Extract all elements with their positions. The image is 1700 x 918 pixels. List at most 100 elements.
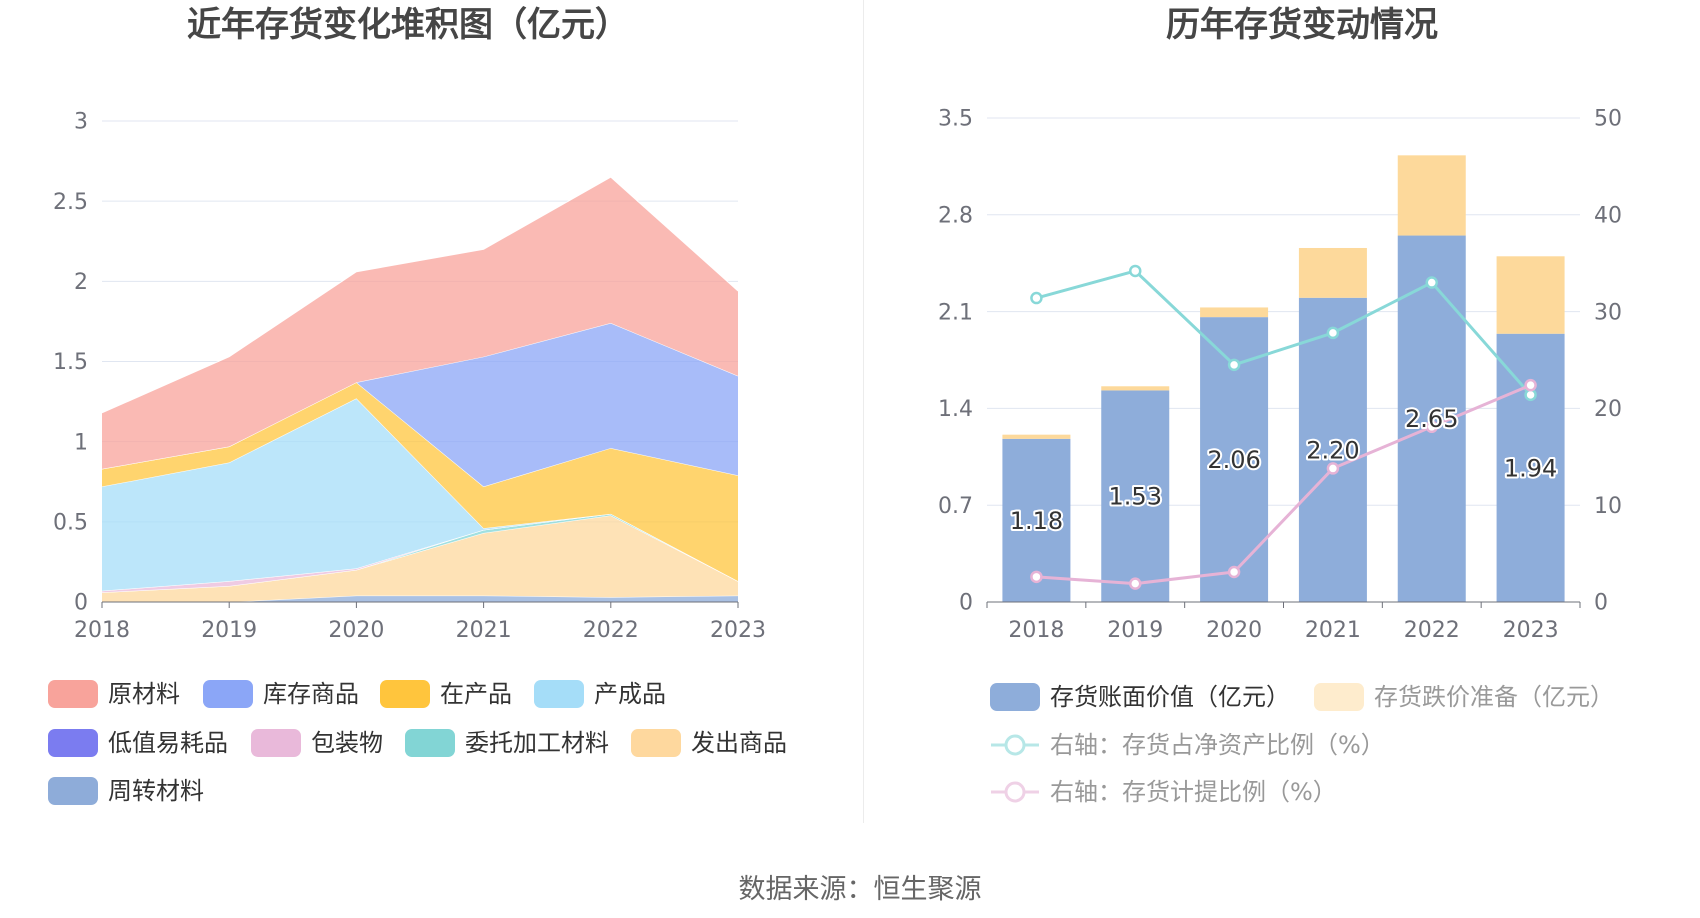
y-tick-label: 3	[74, 110, 88, 135]
area-series-0	[102, 177, 738, 469]
legend-swatch	[203, 680, 253, 708]
y-right-tick-label: 20	[1594, 397, 1622, 422]
right-chart-title: 历年存货变动情况	[1166, 5, 1438, 45]
legend-label: 周转材料	[108, 777, 204, 805]
x-tick-label: 2019	[201, 618, 257, 643]
x-tick-label: 2020	[328, 618, 384, 643]
legend-item[interactable]: 原材料	[48, 679, 180, 709]
legend-item[interactable]: 委托加工材料	[405, 728, 609, 758]
legend-item[interactable]: 存货跌价准备（亿元）	[1314, 682, 1614, 712]
y-right-tick-label: 40	[1594, 204, 1622, 229]
legend-swatch	[405, 729, 455, 757]
data-label: 1.53	[1109, 483, 1162, 511]
bar-series-1	[1397, 155, 1466, 236]
legend-swatch	[990, 683, 1040, 711]
bar-series-1	[1002, 434, 1071, 439]
panel-divider	[863, 0, 864, 823]
right-lines	[1030, 264, 1537, 590]
y-right-tick-label: 50	[1594, 107, 1622, 132]
legend-item[interactable]: 库存商品	[203, 679, 359, 709]
y-tick-label: 1.5	[53, 350, 88, 375]
x-tick-label: 2018	[74, 618, 130, 643]
legend-item[interactable]: 产成品	[534, 679, 666, 709]
y-left-tick-label: 3.5	[938, 107, 973, 132]
x-tick-label: 2019	[1107, 618, 1163, 643]
line-point	[1227, 565, 1241, 579]
legend-swatch	[48, 777, 98, 805]
legend-label: 发出商品	[691, 729, 787, 757]
data-label: 2.65	[1405, 405, 1458, 433]
line-point	[1030, 570, 1043, 584]
line-point	[1326, 326, 1340, 340]
legend-item[interactable]: 存货账面价值（亿元）	[990, 682, 1290, 712]
legend-label: 低值易耗品	[108, 729, 228, 757]
bar-line-combo-chart: 1.18 1.53 2.06 2.20 2.65 1.94 0 0.7 1.4 2.1 2.8 3.…	[938, 107, 1622, 643]
legend-swatch	[1314, 683, 1364, 711]
legend-item[interactable]: 在产品	[380, 679, 512, 709]
y-left-tick-label: 2.8	[938, 204, 973, 229]
left-areas	[101, 176, 739, 603]
bar-series-0	[1101, 390, 1170, 602]
area-edge-0	[101, 176, 739, 414]
left-chart-title: 近年存货变化堆积图（亿元）	[187, 5, 629, 45]
data-label: 1.94	[1504, 454, 1557, 482]
y-left-tick-label: 0.7	[938, 494, 973, 519]
left-axes: 0 0.5 1 1.5 2 2.5 3 2018 2019 2020 2021 2022 2023	[53, 110, 766, 643]
line-point	[1129, 577, 1142, 590]
data-label: 1.18	[1010, 507, 1063, 535]
y-right-tick-label: 0	[1594, 591, 1608, 616]
legend-swatch	[380, 680, 430, 708]
legend-item[interactable]: 发出商品	[631, 728, 787, 758]
x-tick-label: 2022	[583, 618, 639, 643]
legend-swatch	[48, 729, 98, 757]
x-tick-label: 2020	[1206, 618, 1262, 643]
legend-item[interactable]: 低值易耗品	[48, 728, 228, 758]
legend-item[interactable]: 包装物	[251, 728, 383, 758]
y-tick-label: 0	[74, 591, 88, 616]
legend-item[interactable]: 右轴：存货占净资产比例（%）	[990, 730, 1385, 760]
y-right-tick-label: 10	[1594, 494, 1622, 519]
legend-item[interactable]: 周转材料	[48, 776, 204, 806]
line-point	[1425, 420, 1438, 434]
legend-marker	[1004, 781, 1026, 803]
legend-swatch	[48, 680, 98, 708]
bar-series-0	[1298, 297, 1367, 602]
line-point	[1425, 276, 1438, 289]
line-series-3	[1036, 383, 1532, 586]
legend-swatch	[534, 680, 584, 708]
legend-label: 原材料	[108, 680, 180, 708]
x-tick-label: 2018	[1008, 618, 1064, 643]
bar-series-1	[1298, 247, 1367, 298]
legend-item[interactable]: 右轴：存货计提比例（%）	[990, 777, 1337, 807]
legend-label: 产成品	[594, 680, 666, 708]
data-label: 2.06	[1207, 446, 1260, 474]
right-bars	[1002, 155, 1565, 603]
y-tick-label: 2.5	[53, 190, 88, 215]
bar-series-1	[1101, 386, 1170, 391]
data-source-footer: 数据来源：恒生聚源	[738, 874, 982, 905]
line-point	[1129, 264, 1142, 278]
y-tick-label: 2	[74, 270, 88, 295]
legend-marker	[1004, 734, 1026, 756]
legend-label: 存货跌价准备（亿元）	[1374, 683, 1614, 711]
y-right-tick-label: 30	[1594, 300, 1622, 325]
area-series-1	[102, 323, 738, 487]
area-series-7	[102, 515, 738, 602]
legend-line-icon	[991, 734, 1039, 756]
x-tick-label: 2023	[1503, 618, 1559, 643]
bar-series-0	[1496, 333, 1565, 602]
line-series-2	[1036, 269, 1532, 396]
legend-label: 在产品	[440, 680, 512, 708]
legend-label: 右轴：存货计提比例（%）	[1050, 778, 1337, 806]
y-left-tick-label: 2.1	[938, 300, 973, 325]
legend-label: 包装物	[311, 729, 383, 757]
x-tick-label: 2023	[710, 618, 766, 643]
y-left-tick-label: 1.4	[938, 397, 973, 422]
bar-series-1	[1496, 256, 1565, 334]
line-point	[1227, 358, 1241, 372]
legend-swatch	[631, 729, 681, 757]
legend-swatch	[251, 729, 301, 757]
legend-label: 委托加工材料	[465, 729, 609, 757]
right-axes: 0 0.7 1.4 2.1 2.8 3.5 0 10 20 30 40 50 2018 2019 2020 2…	[938, 107, 1622, 643]
